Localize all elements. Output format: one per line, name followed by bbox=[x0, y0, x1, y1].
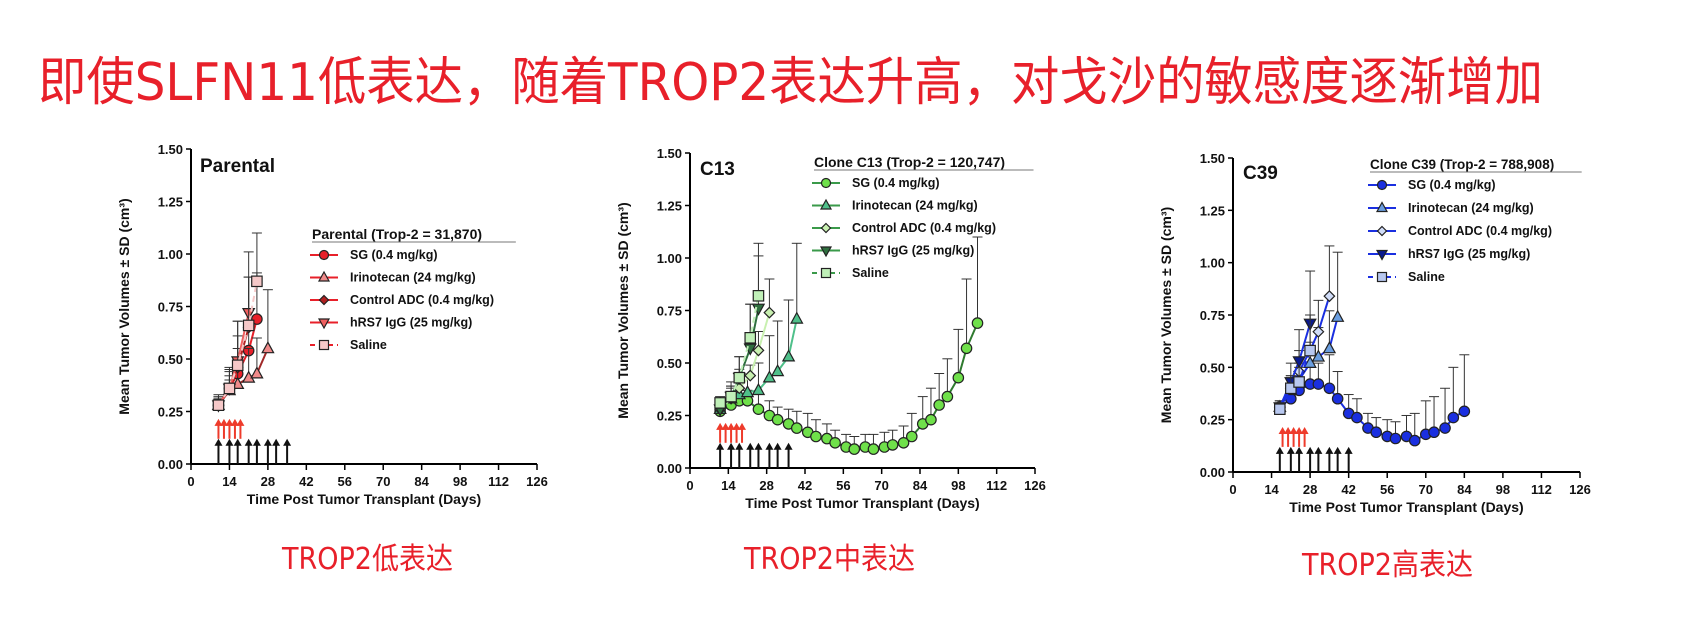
x-tick-label: 84 bbox=[913, 478, 928, 493]
y-tick-label: 0.75 bbox=[158, 300, 183, 315]
series-saline bbox=[212, 232, 263, 411]
legend: Parental (Trop-2 = 31,870) SG (0.4 mg/kg)… bbox=[310, 226, 516, 352]
x-tick-label: 98 bbox=[1496, 482, 1510, 497]
legend: Clone C39 (Trop-2 = 788,908) SG (0.4 mg/k… bbox=[1368, 157, 1582, 284]
y-tick-label: 0.50 bbox=[158, 352, 183, 367]
x-tick-label: 0 bbox=[1229, 482, 1236, 497]
y-tick-label: 0.00 bbox=[1200, 465, 1225, 480]
series-sg bbox=[1274, 354, 1471, 447]
x-tick-label: 28 bbox=[1303, 482, 1317, 497]
x-tick-label: 14 bbox=[721, 478, 736, 493]
axes: 0.00 0.25 0.50 0.75 1.00 1.25 1.50 0 14 28 42 56 70 8… bbox=[116, 142, 548, 507]
x-tick-label: 0 bbox=[187, 474, 194, 489]
x-tick-label: 14 bbox=[222, 474, 237, 489]
x-tick-label: 56 bbox=[1380, 482, 1394, 497]
panel-label: Parental bbox=[200, 156, 275, 177]
x-tick-label: 126 bbox=[1024, 478, 1046, 493]
caption-trop2-low: TROP2低表达 bbox=[282, 542, 453, 577]
caption-trop2-high: TROP2高表达 bbox=[1302, 548, 1473, 583]
series-sg bbox=[714, 236, 984, 455]
legend-item-label: Control ADC (0.4 mg/kg) bbox=[852, 221, 996, 235]
legend-item-label: Irinotecan (24 mg/kg) bbox=[1408, 201, 1534, 215]
y-tick-label: 1.25 bbox=[158, 195, 183, 210]
treatment-arrows bbox=[716, 422, 793, 468]
y-tick-label: 0.75 bbox=[657, 304, 682, 319]
legend-item-label: Irinotecan (24 mg/kg) bbox=[350, 271, 476, 285]
x-tick-label: 126 bbox=[1569, 482, 1591, 497]
y-tick-label: 0.25 bbox=[657, 409, 682, 424]
x-tick-label: 98 bbox=[951, 478, 965, 493]
y-tick-label: 0.50 bbox=[1200, 360, 1225, 375]
treatment-arrows bbox=[1275, 426, 1353, 472]
x-tick-label: 0 bbox=[686, 478, 693, 493]
y-tick-label: 0.00 bbox=[657, 461, 682, 476]
x-tick-label: 42 bbox=[299, 474, 313, 489]
x-tick-label: 84 bbox=[414, 474, 429, 489]
legend-title: Clone C39 (Trop-2 = 788,908) bbox=[1370, 157, 1554, 172]
axes: 0.00 0.25 0.50 0.75 1.00 1.25 1.50 0 14 28 42 56 70 8… bbox=[615, 146, 1046, 511]
x-axis-label: Time Post Tumor Transplant (Days) bbox=[745, 495, 979, 511]
x-tick-label: 56 bbox=[338, 474, 352, 489]
legend-item-label: SG (0.4 mg/kg) bbox=[1408, 178, 1496, 192]
panel-label: C13 bbox=[700, 159, 735, 180]
legend-item-label: Saline bbox=[852, 266, 889, 280]
panel-label: C39 bbox=[1243, 163, 1278, 184]
y-tick-label: 0.75 bbox=[1200, 308, 1225, 323]
x-tick-label: 112 bbox=[986, 478, 1007, 493]
y-tick-label: 1.00 bbox=[158, 247, 183, 262]
legend-title: Clone C13 (Trop-2 = 120,747) bbox=[814, 154, 1005, 170]
x-tick-label: 14 bbox=[1264, 482, 1279, 497]
x-tick-label: 112 bbox=[1531, 482, 1552, 497]
y-tick-label: 1.50 bbox=[1200, 151, 1225, 166]
legend-item-label: Saline bbox=[1408, 270, 1445, 284]
headline-title: 即使SLFN11低表达，随着TROP2表达升高，对戈沙的敏感度逐渐增加 bbox=[38, 53, 1543, 113]
y-tick-label: 1.25 bbox=[657, 199, 682, 214]
x-axis-label: Time Post Tumor Transplant (Days) bbox=[247, 491, 481, 507]
axes: 0.00 0.25 0.50 0.75 1.00 1.25 1.50 0 14 28 42 56 70 8… bbox=[1158, 151, 1591, 515]
legend-item-label: Irinotecan (24 mg/kg) bbox=[852, 199, 978, 213]
legend-item-label: Control ADC (0.4 mg/kg) bbox=[1408, 224, 1552, 238]
y-tick-label: 0.25 bbox=[1200, 413, 1225, 428]
x-tick-label: 70 bbox=[1419, 482, 1433, 497]
legend-item-label: SG (0.4 mg/kg) bbox=[852, 176, 940, 190]
y-tick-label: 0.50 bbox=[657, 356, 682, 371]
series-saline bbox=[714, 242, 765, 409]
y-tick-label: 0.00 bbox=[158, 457, 183, 472]
legend-title: Parental (Trop-2 = 31,870) bbox=[312, 226, 482, 242]
y-axis-label: Mean Tumor Volumes ± SD (cm³) bbox=[116, 198, 132, 414]
legend-item-label: Saline bbox=[350, 338, 387, 352]
legend: Clone C13 (Trop-2 = 120,747) SG (0.4 mg/k… bbox=[812, 154, 1034, 280]
x-tick-label: 112 bbox=[488, 474, 509, 489]
x-tick-label: 98 bbox=[453, 474, 467, 489]
x-tick-label: 28 bbox=[261, 474, 275, 489]
x-tick-label: 126 bbox=[526, 474, 548, 489]
legend-item-label: hRS7 IgG (25 mg/kg) bbox=[852, 244, 974, 258]
legend-item-label: hRS7 IgG (25 mg/kg) bbox=[350, 316, 472, 330]
x-tick-label: 70 bbox=[874, 478, 888, 493]
legend-item-label: hRS7 IgG (25 mg/kg) bbox=[1408, 247, 1530, 261]
x-tick-label: 70 bbox=[376, 474, 390, 489]
x-tick-label: 42 bbox=[1341, 482, 1355, 497]
y-tick-label: 1.50 bbox=[158, 142, 183, 157]
x-axis-label: Time Post Tumor Transplant (Days) bbox=[1289, 499, 1523, 515]
x-tick-label: 84 bbox=[1457, 482, 1472, 497]
legend-item-label: Control ADC (0.4 mg/kg) bbox=[350, 293, 494, 307]
y-axis-label: Mean Tumor Volumes ± SD (cm³) bbox=[615, 202, 631, 418]
treatment-arrows bbox=[214, 418, 292, 464]
x-tick-label: 56 bbox=[836, 478, 850, 493]
y-tick-label: 1.25 bbox=[1200, 203, 1225, 218]
series-saline bbox=[1274, 314, 1316, 415]
x-tick-label: 28 bbox=[759, 478, 773, 493]
y-tick-label: 1.00 bbox=[657, 251, 682, 266]
y-tick-label: 1.50 bbox=[657, 146, 682, 161]
x-tick-label: 42 bbox=[798, 478, 812, 493]
y-axis-label: Mean Tumor Volumes ± SD (cm³) bbox=[1158, 207, 1174, 423]
y-tick-label: 1.00 bbox=[1200, 256, 1225, 271]
y-tick-label: 0.25 bbox=[158, 405, 183, 420]
caption-trop2-mid: TROP2中表达 bbox=[744, 542, 915, 577]
legend-item-label: SG (0.4 mg/kg) bbox=[350, 248, 438, 262]
